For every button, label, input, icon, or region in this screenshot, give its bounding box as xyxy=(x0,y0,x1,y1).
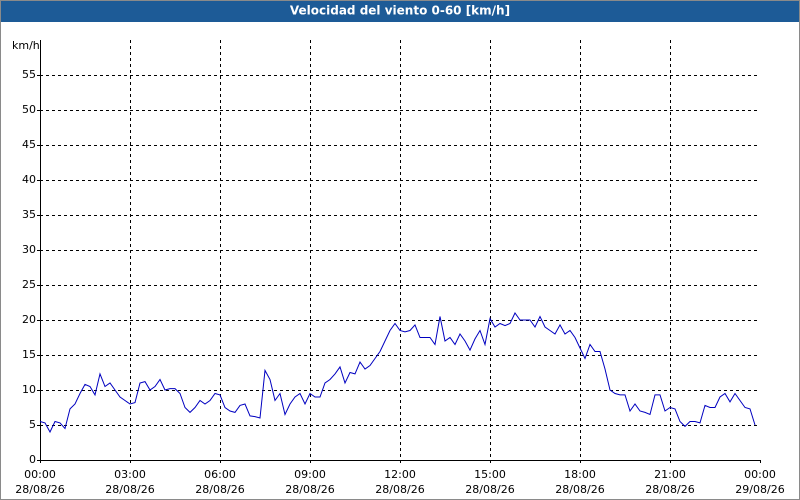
x-tick-date: 28/08/26 xyxy=(375,483,424,496)
x-tick-label: 00:00 xyxy=(744,468,776,481)
x-tick-label: 21:00 xyxy=(654,468,686,481)
x-tick-label: 18:00 xyxy=(564,468,596,481)
y-tick-label: 50 xyxy=(22,103,36,116)
x-tick-label: 09:00 xyxy=(294,468,326,481)
chart-title: Velocidad del viento 0-60 [km/h] xyxy=(290,4,510,18)
y-tick-label: 15 xyxy=(22,348,36,361)
x-tick-date: 28/08/26 xyxy=(465,483,514,496)
title-bar xyxy=(0,0,800,22)
y-axis-unit: km/h xyxy=(12,39,40,52)
x-tick-label: 00:00 xyxy=(24,468,56,481)
y-tick-label: 45 xyxy=(22,138,36,151)
y-tick-label: 40 xyxy=(22,173,36,186)
x-tick-label: 12:00 xyxy=(384,468,416,481)
x-tick-date: 28/08/26 xyxy=(285,483,334,496)
x-tick-date: 28/08/26 xyxy=(105,483,154,496)
y-tick-label: 55 xyxy=(22,68,36,81)
y-tick-label: 35 xyxy=(22,208,36,221)
y-tick-label: 30 xyxy=(22,243,36,256)
x-tick-label: 03:00 xyxy=(114,468,146,481)
y-tick-label: 10 xyxy=(22,383,36,396)
x-tick-date: 28/08/26 xyxy=(15,483,64,496)
x-tick-date: 29/08/26 xyxy=(735,483,784,496)
x-tick-date: 28/08/26 xyxy=(195,483,244,496)
x-tick-label: 06:00 xyxy=(204,468,236,481)
x-tick-label: 15:00 xyxy=(474,468,506,481)
y-tick-label: 5 xyxy=(29,418,36,431)
line-series xyxy=(39,312,756,434)
x-tick-date: 28/08/26 xyxy=(645,483,694,496)
y-tick-label: 0 xyxy=(29,453,36,466)
y-tick-label: 25 xyxy=(22,278,36,291)
x-tick-date: 28/08/26 xyxy=(555,483,604,496)
y-tick-label: 20 xyxy=(22,313,36,326)
